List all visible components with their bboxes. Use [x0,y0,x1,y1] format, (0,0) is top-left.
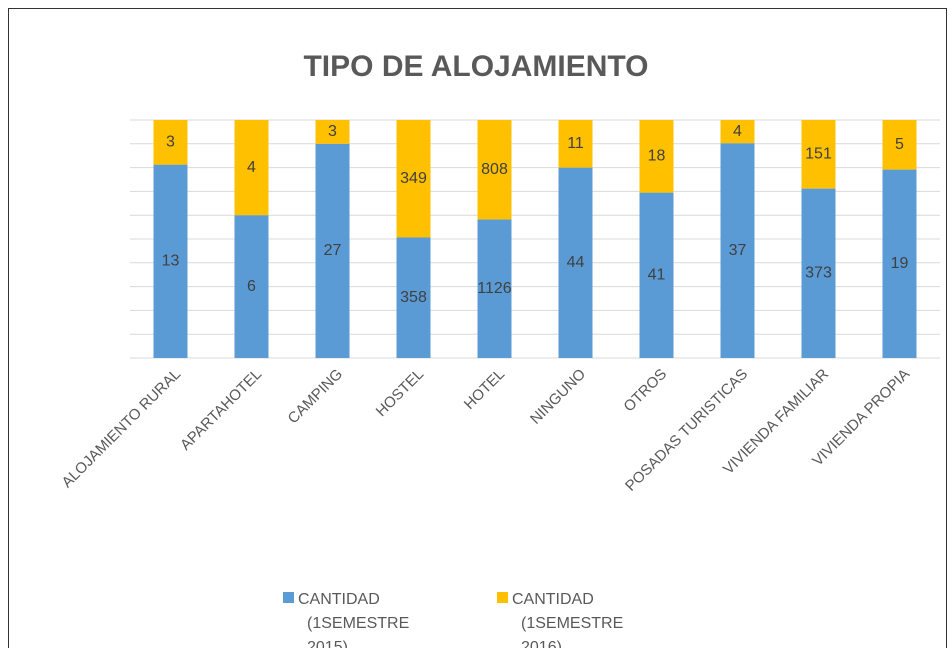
x-tick-label: OTROS [620,366,670,416]
x-tick-label: HOSTEL [373,366,427,420]
data-label: 4 [733,123,742,140]
bar-segment [558,120,593,168]
data-label: 37 [729,242,747,259]
x-tick-label: ALOJAMIENTO RURAL [59,366,185,492]
bar-segment [639,192,674,358]
bar-segment [153,164,188,358]
data-label: 1126 [477,280,512,297]
data-label: 349 [400,170,427,187]
bar-segment [882,169,917,358]
bar-segment [234,215,269,358]
data-label: 373 [805,265,832,282]
bar-segment [234,120,269,216]
legend-label: CANTIDAD (1SEMESTRE 2016) [512,591,624,648]
data-label: 151 [805,146,832,163]
bar-segment [801,120,836,189]
legend-label: CANTIDAD (1SEMESTRE 2015) [298,591,410,648]
x-tick-label: APARTAHOTEL [177,366,265,454]
data-label: 4 [247,159,256,176]
data-label: 3 [166,134,175,151]
bar-segment [153,120,188,165]
bar-segment [720,120,755,144]
x-tick-label: NINGUNO [527,366,589,428]
data-label: 44 [567,254,585,271]
data-label: 11 [567,135,584,152]
bar-segment [477,219,512,358]
bar-segment [396,120,431,238]
data-label: 18 [648,148,666,165]
bar-segment [639,120,674,193]
legend-item: CANTIDAD (1SEMESTRE 2016) [497,588,661,648]
legend-item: CANTIDAD (1SEMESTRE 2015) [283,588,447,648]
chart-title: TIPO DE ALOJAMIENTO [303,50,648,83]
bar-segment [558,167,593,358]
data-label: 19 [891,255,909,272]
bar-segment [315,143,350,358]
data-label: 808 [481,161,508,178]
data-label: 13 [162,253,180,270]
data-label: 5 [895,136,904,153]
x-tick-label: CAMPING [285,366,347,428]
legend-swatch [283,592,294,603]
x-tick-label: HOTEL [461,366,508,413]
data-label: 3 [328,123,337,140]
bar-segment [882,120,917,170]
bar-segment [720,143,755,358]
data-label: 41 [648,267,666,284]
chart-border [8,8,947,648]
bar-segment [801,188,836,358]
data-label: 6 [247,278,256,295]
bar-segment [477,120,512,220]
bar-segment [315,120,350,144]
legend-swatch [497,592,508,603]
bar-segment [396,237,431,358]
data-label: 358 [400,289,427,306]
data-label: 27 [324,242,342,259]
